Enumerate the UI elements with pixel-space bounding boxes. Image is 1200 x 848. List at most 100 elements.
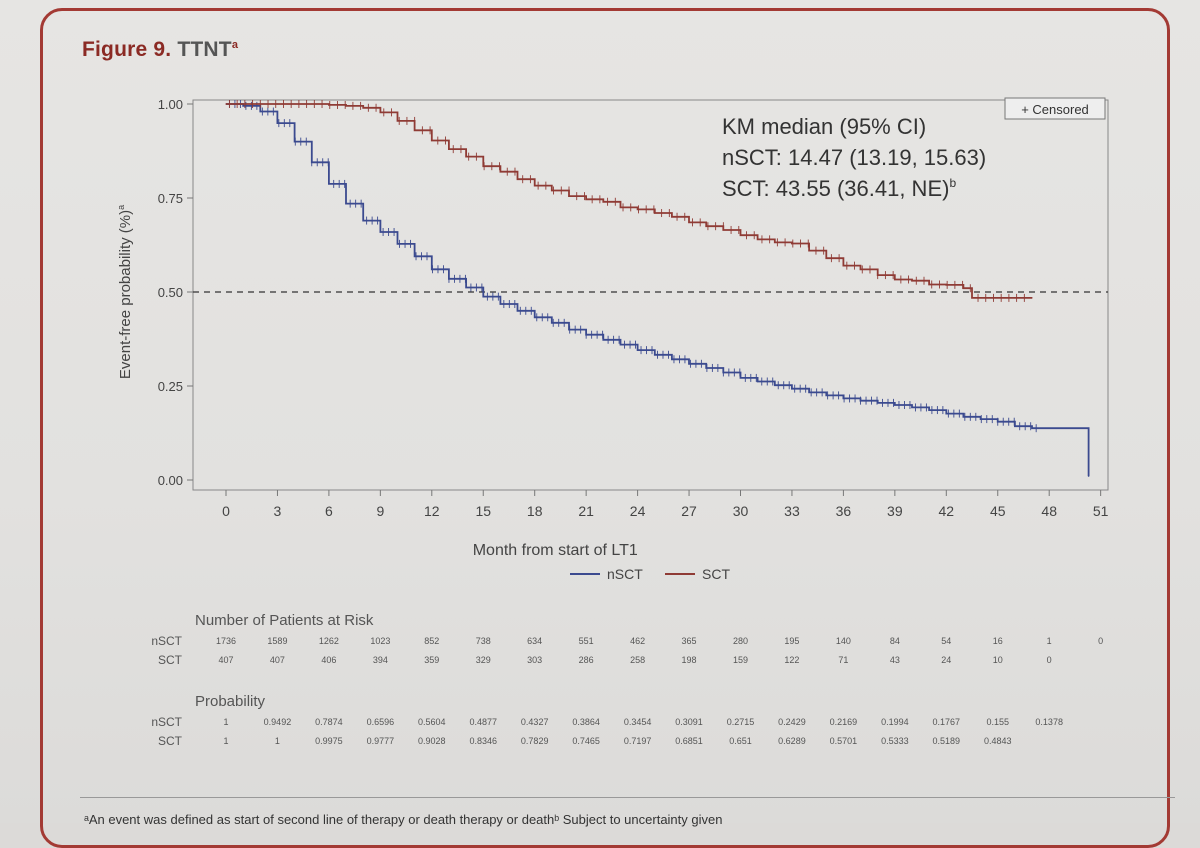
- x-tick-label: 12: [424, 503, 440, 519]
- probability-table-cell: 0.3091: [675, 717, 703, 727]
- series-point-nsct: [345, 203, 347, 205]
- series-point-sct: [997, 297, 999, 299]
- probability-table-cell: 0.9028: [418, 736, 446, 746]
- at-risk-table-cell: 54: [941, 636, 952, 646]
- x-axis-label: Month from start of LT1: [473, 542, 638, 559]
- legend-label-nsct: nSCT: [607, 566, 643, 582]
- y-tick-label: 0.25: [158, 379, 183, 394]
- probability-table-cell: 0.2169: [829, 717, 858, 727]
- at-risk-table-cell: 551: [578, 636, 594, 646]
- series-point-sct: [637, 208, 639, 210]
- at-risk-table-cell: 406: [321, 655, 337, 665]
- at-risk-table-cell: 1589: [267, 636, 288, 646]
- series-point-sct: [739, 234, 742, 236]
- at-risk-table-row-label: SCT: [158, 653, 182, 667]
- x-tick-label: 6: [325, 503, 333, 519]
- x-tick-label: 18: [527, 503, 543, 519]
- series-point-sct: [225, 103, 227, 105]
- series-point-sct: [414, 129, 416, 131]
- series-point-nsct: [962, 416, 965, 418]
- probability-table-cell: 1: [223, 736, 229, 746]
- series-point-nsct: [465, 286, 467, 289]
- at-risk-table-cell: 1: [1046, 636, 1052, 646]
- x-tick-label: 0: [222, 503, 230, 519]
- series-point-sct: [619, 206, 622, 208]
- probability-table-cell: 0.155: [986, 717, 1010, 727]
- figure-name: TTNT: [177, 38, 232, 61]
- series-point-nsct: [585, 334, 587, 336]
- series-point-nsct: [534, 316, 536, 318]
- series-point-sct: [928, 283, 930, 286]
- at-risk-table-cell: 852: [424, 636, 440, 646]
- series-point-sct: [276, 103, 279, 105]
- series-point-nsct: [671, 358, 673, 360]
- series-point-sct: [705, 225, 707, 227]
- km-median-heading: KM median (95% CI): [722, 114, 926, 139]
- plot-frame: [192, 99, 1109, 491]
- series-point-sct: [859, 268, 862, 271]
- x-tick-label: 45: [990, 503, 1006, 519]
- x-tick-label: 24: [630, 503, 646, 519]
- at-risk-table-cell: 286: [578, 655, 594, 665]
- series-point-nsct: [859, 400, 862, 402]
- series-point-nsct: [739, 377, 742, 379]
- probability-table-cell: 0.2715: [726, 717, 755, 727]
- series-point-nsct: [242, 105, 244, 107]
- series-point-nsct: [1048, 427, 1050, 429]
- y-tick-label: 0.75: [158, 191, 183, 206]
- probability-table-cell: 0.4327: [520, 717, 549, 727]
- series-point-nsct: [757, 380, 759, 383]
- probability-table-cell: 0.5189: [932, 736, 961, 746]
- series-point-sct: [945, 284, 947, 286]
- probability-table-cell: 0.4843: [983, 736, 1012, 746]
- figure-label: Figure 9.: [82, 38, 172, 61]
- probability-table-cell: 0.8346: [469, 736, 498, 746]
- at-risk-table-cell: 407: [269, 655, 285, 665]
- series-point-nsct: [499, 303, 501, 305]
- series-point-nsct: [688, 363, 690, 365]
- series-point-nsct: [1088, 427, 1090, 429]
- series-point-nsct: [945, 412, 947, 415]
- probability-table-cell: 0.9492: [263, 717, 292, 727]
- probability-table-cell: 0.6596: [366, 717, 395, 727]
- x-tick-label: 39: [887, 503, 903, 519]
- at-risk-table-row-label: nSCT: [151, 634, 182, 648]
- series-point-sct: [808, 250, 810, 252]
- x-tick-label: 15: [475, 503, 491, 519]
- series-point-nsct: [1088, 475, 1090, 477]
- probability-table-cell: 0.3454: [623, 717, 652, 727]
- series-point-sct: [448, 148, 450, 150]
- series-point-nsct: [448, 278, 450, 280]
- footer-rule: [80, 797, 1175, 798]
- at-risk-table-cell: 394: [372, 655, 388, 665]
- series-point-sct: [980, 297, 982, 299]
- at-risk-table-cell: 365: [681, 636, 697, 646]
- series-point-nsct: [619, 344, 622, 346]
- series-point-nsct: [516, 310, 519, 312]
- at-risk-table-cell: 329: [475, 655, 491, 665]
- series-point-sct: [757, 238, 759, 240]
- series-point-sct: [516, 178, 519, 180]
- km-chart: 0 3 6 9 12 15 18 21 24 27 30 33 36 39 42 45 48 510.000.25…: [116, 97, 1109, 582]
- series-point-nsct: [911, 406, 913, 409]
- y-tick-label: 1.00: [158, 97, 183, 112]
- at-risk-table-cell: 0: [1046, 655, 1052, 665]
- paper-background: [0, 0, 1200, 823]
- series-point-sct: [328, 104, 330, 106]
- x-tick-label: 33: [784, 503, 800, 519]
- series-point-nsct: [774, 384, 776, 386]
- series-point-nsct: [396, 243, 399, 245]
- series-point-nsct: [431, 268, 433, 270]
- series-point-nsct: [414, 255, 416, 257]
- legend-label-sct: SCT: [702, 566, 730, 582]
- at-risk-table-cell: 122: [784, 655, 800, 665]
- series-point-nsct: [808, 391, 810, 393]
- at-risk-table-cell: 258: [630, 655, 646, 665]
- series-point-sct: [825, 257, 827, 259]
- series-point-sct: [971, 297, 973, 299]
- series-point-nsct: [722, 371, 724, 374]
- series-point-sct: [602, 201, 604, 203]
- probability-table-cell: 0.7197: [623, 736, 652, 746]
- series-point-nsct: [568, 329, 570, 331]
- at-risk-table-cell: 16: [992, 636, 1003, 646]
